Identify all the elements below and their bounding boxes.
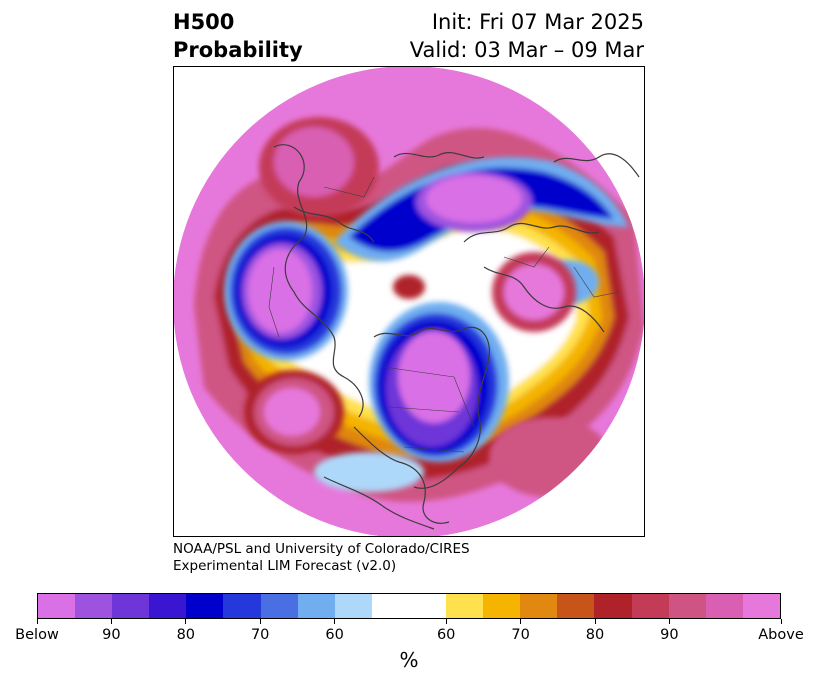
colorbar-segment [705, 594, 743, 618]
colorbar-tick [594, 619, 596, 624]
credit-line-2: Experimental LIM Forecast (v2.0) [173, 558, 397, 574]
colorbar-segment [631, 594, 669, 618]
colorbar-tick-label: Above [758, 627, 804, 643]
colorbar-segment [520, 594, 558, 618]
data-credit: NOAA/PSL and University of Colorado/CIRE… [173, 541, 470, 575]
colorbar-segment [260, 594, 298, 618]
colorbar-segment [742, 594, 780, 618]
colorbar-unit: % [399, 648, 419, 672]
colorbar-tick-label: 70 [511, 627, 530, 643]
colorbar-tick-label: 80 [585, 627, 605, 643]
colorbar-tick [780, 619, 782, 624]
colorbar-segment [668, 594, 706, 618]
colorbar-segment [297, 594, 335, 618]
colorbar-tick-label: 90 [102, 627, 121, 643]
valid-range: Valid: 03 Mar – 09 Mar [409, 38, 644, 62]
colorbar-tick [445, 619, 447, 624]
colorbar-segment [112, 594, 150, 618]
borders [268, 176, 620, 453]
polar-map [173, 66, 645, 537]
colorbar-tick-label: 70 [250, 627, 270, 643]
colorbar-tick-label: 90 [660, 627, 679, 643]
colorbar-segment [334, 594, 372, 618]
init-date: Init: Fri 07 Mar 2025 [431, 10, 644, 34]
colorbar-segment [446, 594, 484, 618]
coastlines [273, 144, 640, 530]
colorbar-segment [483, 594, 521, 618]
map-svg [174, 67, 644, 536]
date-info: Init: Fri 07 Mar 2025 Valid: 03 Mar – 09… [410, 8, 644, 64]
colorbar-tick-label: Below [15, 627, 59, 643]
colorbar-segment [371, 594, 409, 618]
colorbar-tick-label: 60 [436, 627, 456, 643]
colorbar-segment [557, 594, 595, 618]
title-line-2: Probability [173, 38, 303, 62]
colorbar-tick [520, 619, 522, 624]
colorbar [37, 593, 781, 619]
colorbar-tick [668, 619, 670, 624]
colorbar-tick-label: 60 [325, 627, 344, 643]
colorbar-segment [594, 594, 632, 618]
colorbar-tick [110, 619, 112, 624]
chart-title: H500 Probability [173, 8, 303, 64]
colorbar-tick [36, 619, 38, 624]
colorbar-segment [408, 594, 447, 618]
colorbar-segment [75, 594, 113, 618]
colorbar-segment [149, 594, 187, 618]
colorbar-segment [223, 594, 261, 618]
colorbar-tick [334, 619, 336, 624]
credit-line-1: NOAA/PSL and University of Colorado/CIRE… [173, 541, 470, 557]
colorbar-tick [259, 619, 261, 624]
colorbar-segment [38, 594, 76, 618]
colorbar-tick-label: 80 [176, 627, 196, 643]
title-line-1: H500 [173, 10, 235, 34]
colorbar-tick [185, 619, 187, 624]
colorbar-segment [186, 594, 224, 618]
